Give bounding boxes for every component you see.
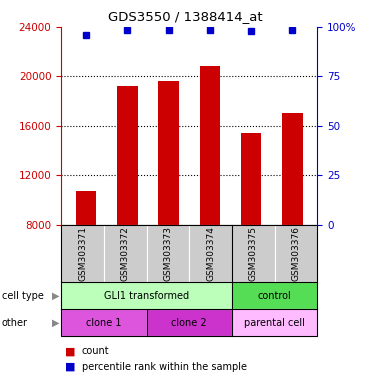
Text: GSM303376: GSM303376	[291, 226, 301, 281]
Text: count: count	[82, 346, 109, 356]
Bar	[117, 86, 138, 225]
Text: parental cell: parental cell	[244, 318, 305, 328]
Text: percentile rank within the sample: percentile rank within the sample	[82, 362, 247, 372]
Text: GSM303371: GSM303371	[78, 226, 87, 281]
Text: clone 1: clone 1	[86, 318, 122, 328]
Text: GLI1 transformed: GLI1 transformed	[104, 291, 189, 301]
Text: ■: ■	[65, 346, 75, 356]
Text: control: control	[258, 291, 291, 301]
Bar	[76, 191, 96, 225]
Text: ▶: ▶	[52, 318, 59, 328]
Bar	[241, 133, 262, 225]
Text: cell type: cell type	[2, 291, 44, 301]
Text: GSM303374: GSM303374	[206, 226, 215, 281]
Text: ■: ■	[65, 362, 75, 372]
Text: GSM303375: GSM303375	[249, 226, 258, 281]
Bar	[200, 66, 220, 225]
Text: clone 2: clone 2	[171, 318, 207, 328]
Text: GSM303373: GSM303373	[163, 226, 173, 281]
Bar	[282, 113, 303, 225]
Text: GSM303372: GSM303372	[121, 226, 130, 281]
Bar	[158, 81, 179, 225]
Text: ▶: ▶	[52, 291, 59, 301]
Text: GDS3550 / 1388414_at: GDS3550 / 1388414_at	[108, 10, 263, 23]
Text: other: other	[2, 318, 28, 328]
